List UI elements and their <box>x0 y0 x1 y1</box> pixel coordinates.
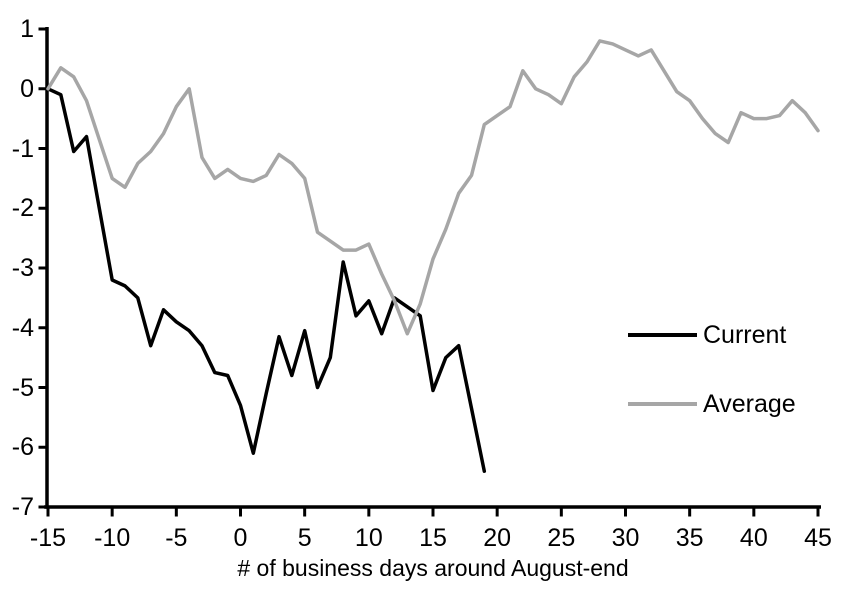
series-line-average <box>46 39 820 336</box>
y-tick-label: -1 <box>11 134 34 163</box>
x-tick-label: 15 <box>419 524 447 552</box>
y-tick-label: -4 <box>11 313 34 342</box>
x-tick-label: -5 <box>165 524 188 552</box>
x-tick-label: 40 <box>739 524 768 552</box>
y-tick-label: 1 <box>20 15 34 43</box>
x-tick-label: 20 <box>483 524 512 552</box>
x-tick-label: -15 <box>29 524 67 552</box>
x-tick-label: -10 <box>94 524 131 552</box>
x-tick-label: 35 <box>675 524 704 552</box>
x-tick-label: 45 <box>804 524 832 552</box>
y-tick-label: -2 <box>11 194 34 223</box>
legend-item-average: Average <box>628 389 796 419</box>
x-tick-label: 0 <box>233 524 248 552</box>
x-tick-label: 5 <box>297 524 312 552</box>
x-tick-label: 30 <box>611 524 640 552</box>
y-tick-label: 0 <box>20 74 34 103</box>
series-line-current <box>46 87 487 473</box>
legend-average-swatch <box>628 402 697 406</box>
y-tick-label: -7 <box>11 493 34 521</box>
legend-current-swatch <box>628 333 697 337</box>
y-tick-label: -5 <box>11 373 34 402</box>
y-tick-label: -3 <box>11 254 34 282</box>
y-tick-label: -6 <box>11 433 34 462</box>
legend-current-label: Current <box>703 321 787 349</box>
x-axis-title: # of business days around August-end <box>237 555 629 581</box>
legend-average-label: Average <box>703 390 796 418</box>
x-tick-label: 25 <box>547 524 576 552</box>
legend-item-current: Current <box>628 320 786 350</box>
x-tick-label: 10 <box>354 524 383 552</box>
